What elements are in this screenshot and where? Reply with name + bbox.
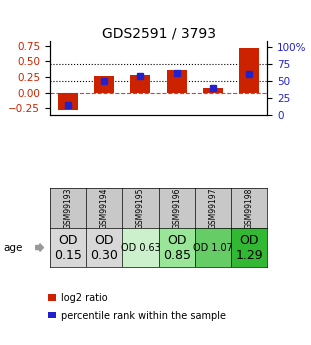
Bar	[195, 228, 231, 267]
Bar	[58, 93, 78, 110]
Text: GSM99196: GSM99196	[172, 187, 181, 229]
Text: percentile rank within the sample: percentile rank within the sample	[61, 311, 226, 321]
Bar	[239, 48, 259, 93]
Text: age: age	[3, 243, 22, 253]
Bar	[122, 228, 159, 267]
Text: OD
1.29: OD 1.29	[235, 234, 263, 262]
Text: OD 1.07: OD 1.07	[193, 243, 233, 253]
Title: GDS2591 / 3793: GDS2591 / 3793	[102, 26, 216, 40]
Text: GSM99193: GSM99193	[63, 187, 72, 229]
Bar	[203, 88, 223, 93]
Text: GSM99195: GSM99195	[136, 187, 145, 229]
Bar	[131, 75, 151, 93]
Text: OD
0.15: OD 0.15	[54, 234, 82, 262]
Text: GSM99194: GSM99194	[100, 187, 109, 229]
Bar	[94, 76, 114, 93]
Bar	[231, 228, 267, 267]
Text: log2 ratio: log2 ratio	[61, 294, 107, 303]
Bar	[86, 228, 122, 267]
Text: OD 0.63: OD 0.63	[121, 243, 160, 253]
Text: OD
0.30: OD 0.30	[90, 234, 118, 262]
Text: GSM99198: GSM99198	[245, 187, 254, 228]
Bar	[159, 228, 195, 267]
Bar	[167, 70, 187, 93]
Text: GSM99197: GSM99197	[209, 187, 217, 229]
Text: OD
0.85: OD 0.85	[163, 234, 191, 262]
Bar	[50, 228, 86, 267]
